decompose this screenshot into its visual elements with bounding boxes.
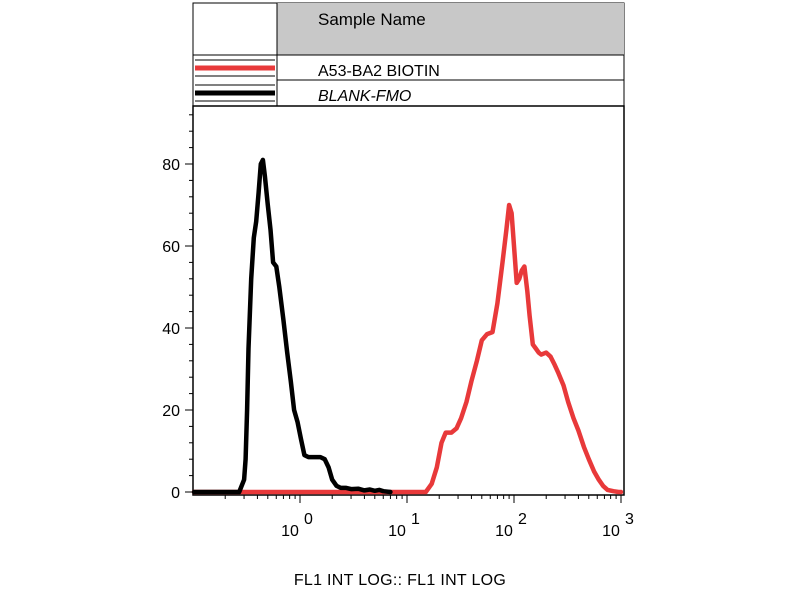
plot-frame	[192, 105, 625, 496]
series-line-a53-ba2-biotin	[191, 202, 624, 495]
x-tick-base: 10	[602, 523, 620, 540]
x-axis: 10 0 10 1 10 2 10 3	[224, 495, 634, 540]
x-tick-base: 10	[281, 523, 299, 540]
legend-label: A53-BA2 BIOTIN	[318, 63, 440, 80]
x-tick-base: 10	[495, 523, 513, 540]
x-tick-exponent: 1	[411, 511, 420, 528]
x-tick-label: 10 2	[495, 511, 527, 540]
x-tick-base: 10	[388, 523, 406, 540]
x-axis-title: FL1 INT LOG:: FL1 INT LOG	[293, 572, 507, 589]
x-tick-exponent: 0	[304, 511, 313, 528]
x-tick-label: 10 3	[602, 511, 634, 540]
y-tick-label: 40	[162, 321, 180, 338]
y-axis: 0 20 40 60 80	[162, 157, 193, 502]
legend: Sample Name A53-BA2 BIOTIN BLANK-FMO	[192, 2, 625, 107]
x-tick-label: 10 1	[388, 511, 420, 540]
y-tick-label: 0	[171, 485, 180, 502]
y-tick-label: 20	[162, 403, 180, 420]
legend-header-bg	[277, 3, 624, 55]
x-tick-exponent: 3	[625, 511, 634, 528]
legend-label: BLANK-FMO	[318, 88, 411, 105]
legend-header: Sample Name	[318, 10, 426, 29]
y-minor-ticks	[189, 114, 193, 477]
legend-entry-0: A53-BA2 BIOTIN	[195, 59, 440, 80]
series-layer	[191, 157, 624, 495]
x-tick-exponent: 2	[518, 511, 527, 528]
y-tick-label: 60	[162, 239, 180, 256]
series-line-blank-fmo	[191, 157, 393, 495]
legend-entry-1: BLANK-FMO	[195, 84, 411, 105]
x-tick-label: 10 0	[281, 511, 313, 540]
y-tick-label: 80	[162, 157, 180, 174]
